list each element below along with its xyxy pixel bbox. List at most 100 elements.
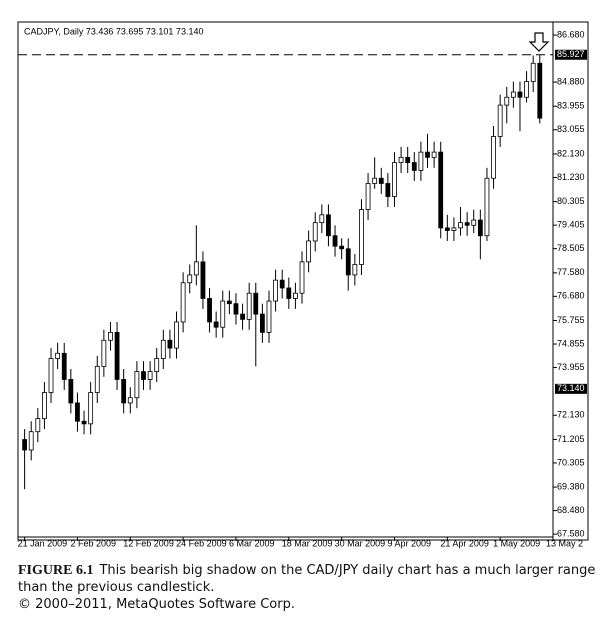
candle-body [299, 261, 305, 294]
candle-body [345, 248, 351, 276]
candle-body [220, 300, 226, 328]
caption: FIGURE 6.1 This bearish big shadow on the… [18, 562, 610, 613]
candle-body [35, 418, 41, 433]
y-tick-label: 70.305 [557, 457, 585, 467]
candle-body [240, 313, 245, 320]
candle-body [491, 136, 496, 179]
x-tick-label: 13 May 2 [546, 538, 583, 548]
y-tick-label: 67.580 [557, 529, 585, 539]
x-tick-label: 1 May 2009 [493, 538, 540, 548]
x-tick-label: 18 Mar 2009 [282, 538, 333, 548]
x-tick-label: 21 Jan 2009 [18, 538, 68, 548]
chart: CADJPY, Daily 73.436 73.695 73.101 73.14… [17, 21, 589, 548]
y-tick-label: 86.680 [557, 29, 585, 39]
x-tick-label: 6 Mar 2009 [229, 538, 275, 548]
candle-body [266, 300, 272, 333]
candle-body [174, 321, 179, 349]
candle-body [332, 235, 338, 247]
candle-body [425, 151, 430, 158]
y-tick-label: 84.880 [557, 76, 585, 86]
y-tick-label: 83.055 [557, 124, 585, 134]
candle-body [233, 303, 239, 315]
y-tick-label: 73.955 [557, 362, 585, 372]
candle-body [207, 298, 212, 323]
candle-body [94, 365, 100, 393]
candle-body [392, 162, 397, 197]
y-tick-label: 83.955 [557, 101, 585, 111]
x-tick-label: 21 Apr 2009 [440, 538, 489, 548]
candle-body [365, 183, 371, 211]
candle-body [253, 292, 259, 315]
candle-body [524, 81, 529, 98]
x-tick-label: 2 Feb 2009 [70, 538, 116, 548]
level-badge [555, 383, 587, 394]
candle-body [193, 261, 199, 276]
x-tick-label: 24 Feb 2009 [176, 538, 227, 548]
candle-body [326, 214, 331, 237]
x-tick-label: 30 Mar 2009 [335, 538, 386, 548]
y-tick-label: 78.505 [557, 243, 585, 253]
candle-body [497, 104, 503, 137]
candle-body [504, 96, 510, 106]
y-tick-label: 82.130 [557, 148, 585, 158]
candle-body [286, 287, 292, 299]
candle-body [68, 379, 74, 404]
candle-body [226, 300, 232, 305]
candle-body [530, 62, 536, 82]
candle-body [147, 371, 153, 380]
y-tick-label: 77.580 [557, 267, 585, 277]
candle-body [451, 227, 457, 231]
level-badge [555, 49, 587, 60]
candle-body [378, 177, 384, 184]
candle-body [279, 279, 285, 289]
candle-body [160, 339, 166, 359]
candle-body [88, 392, 94, 425]
candle-body [411, 162, 417, 171]
candle-body [259, 313, 265, 333]
y-tick-label: 75.755 [557, 315, 585, 325]
candle-body [293, 292, 298, 299]
candle-body [141, 371, 146, 380]
y-tick-label: 79.405 [557, 220, 585, 230]
chart-title: CADJPY, Daily 73.436 73.695 73.101 73.14… [24, 26, 203, 36]
candle-body [154, 358, 160, 373]
candle-body [484, 177, 490, 237]
candle-body [306, 240, 312, 263]
candle-body [101, 339, 107, 367]
candle-body [42, 392, 47, 420]
x-tick-label: 12 Feb 2009 [123, 538, 174, 548]
figure-text: This bearish big shadow on the CAD/JPY d… [18, 563, 596, 595]
candle-body [200, 261, 206, 299]
candle-body [464, 222, 470, 226]
candle-body [418, 151, 424, 171]
candle-body [121, 379, 127, 404]
candle-body [134, 371, 140, 399]
candle-body [167, 339, 173, 349]
candle-body [517, 91, 523, 98]
candle-body [108, 332, 113, 341]
candle-body [477, 219, 483, 237]
candle-body [273, 279, 278, 302]
candle-body [180, 282, 186, 323]
candle-body [114, 332, 120, 380]
candle-body [48, 358, 54, 393]
figure-credit: © 2000–2011, MetaQuotes Software Corp. [18, 597, 295, 612]
candle-body [213, 321, 219, 328]
candle-body [81, 420, 87, 425]
candle-body [431, 151, 437, 158]
candle-body [444, 227, 450, 231]
candle-body [319, 214, 325, 224]
candle-body [471, 219, 477, 226]
y-tick-label: 80.305 [557, 196, 585, 206]
candle-body [352, 264, 358, 276]
candle-body [75, 402, 80, 422]
arrow-icon [528, 32, 550, 52]
candle-body [438, 151, 444, 229]
x-tick-label: 9 Apr 2009 [387, 538, 431, 548]
candle-body [187, 274, 193, 284]
candle-body [127, 397, 133, 404]
y-tick-label: 68.480 [557, 505, 585, 515]
candle-body [510, 91, 516, 98]
y-tick-label: 72.130 [557, 410, 585, 420]
candle-body [458, 222, 463, 229]
